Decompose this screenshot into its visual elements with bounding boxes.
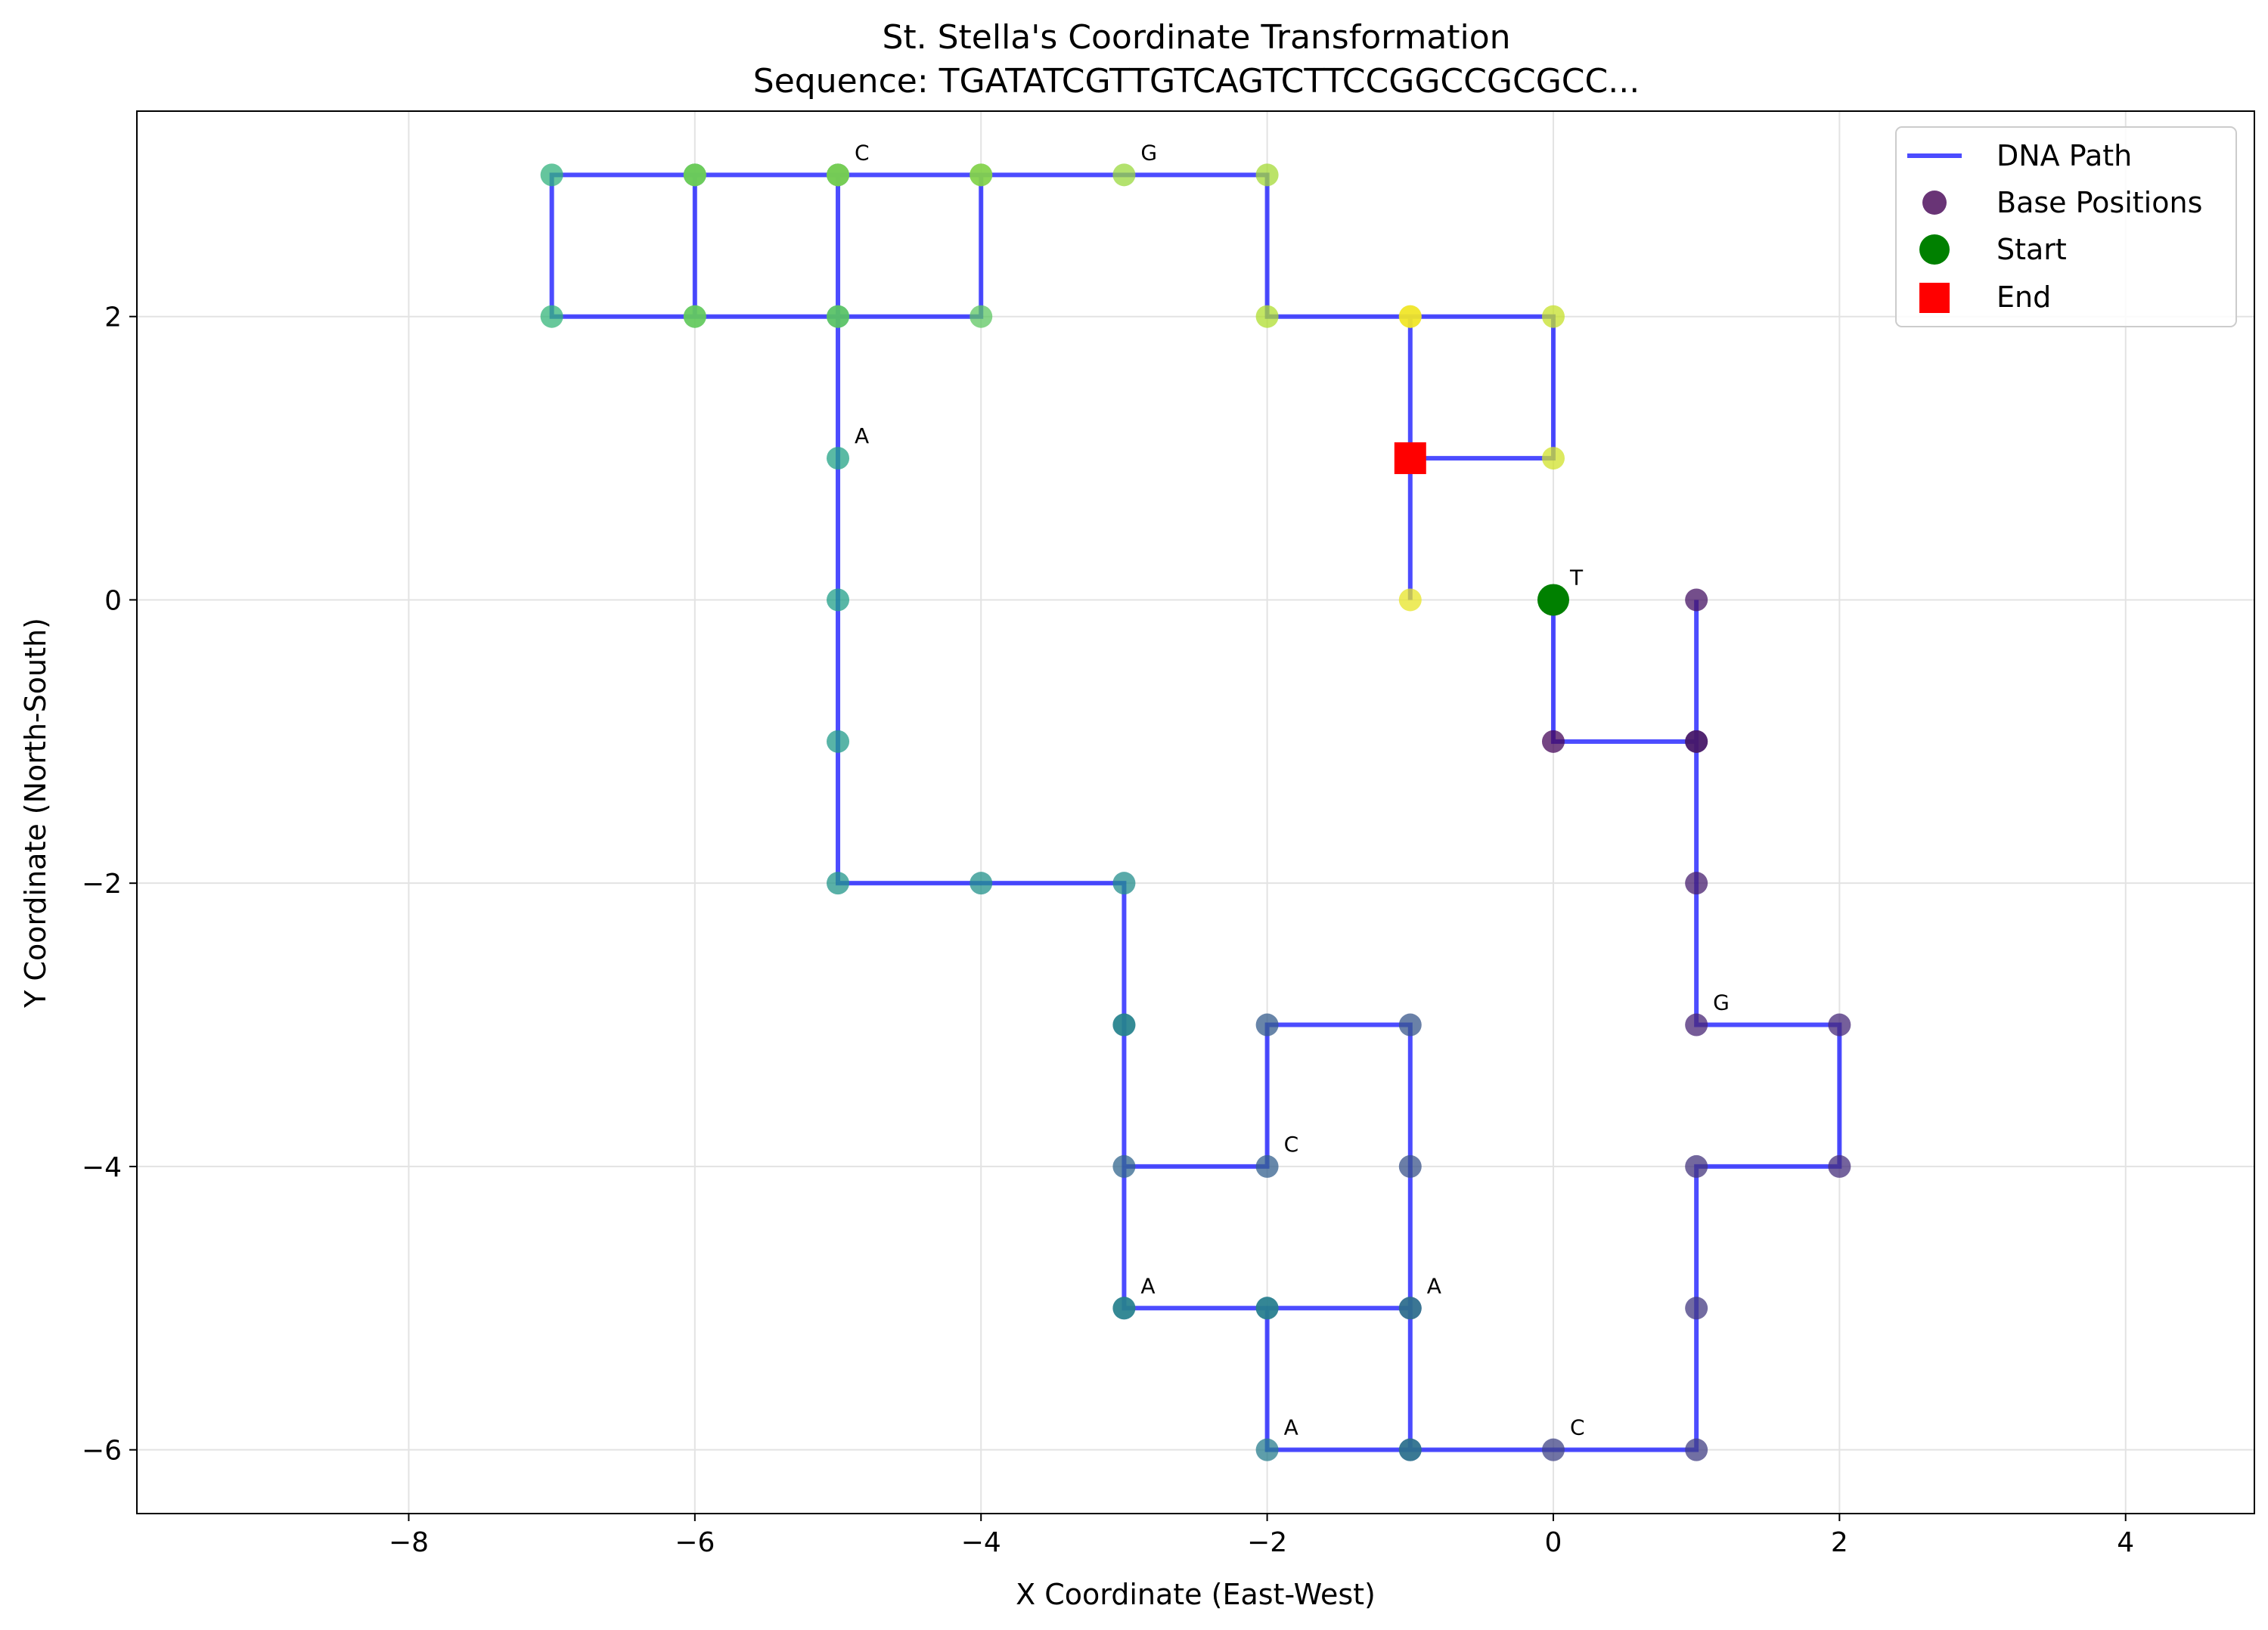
base-annotation-label: C [1284,1132,1299,1157]
base-position-point [1541,447,1565,470]
base-position-point [1398,588,1422,612]
legend-base-marker [1922,191,1947,215]
y-tick-label: −6 [82,1436,122,1467]
base-position-point [1112,1154,1136,1178]
y-axis-ticks: −6 −4 −2 0 2 [82,302,137,1467]
x-tick-label: 2 [1831,1527,1848,1558]
dna-path [549,172,1842,1452]
chart-title: St. Stella's Coordinate Transformation [882,18,1510,57]
base-annotation-label: A [855,423,869,448]
base-position-point [1685,730,1708,753]
base-position-point [1398,1438,1422,1461]
base-position-point [1685,588,1708,612]
base-position-point [827,163,850,187]
x-tick-label: 0 [1545,1527,1562,1558]
base-annotation-label: C [1570,1415,1585,1440]
legend-label-end: End [1997,280,2051,314]
legend-label-start: Start [1997,233,2067,266]
base-position-point [1685,1297,1708,1320]
base-position-point [1398,1013,1422,1037]
base-position-point [1112,1297,1136,1320]
base-position-point [1398,1297,1422,1320]
base-position-point [1541,730,1565,753]
chart-subtitle: Sequence: TGATATCGTTGTCAGTCTTCCGGCCGCGCC… [753,62,1640,101]
x-axis-label: X Coordinate (East-West) [1016,1578,1376,1611]
x-tick-label: −8 [389,1527,429,1558]
base-annotation-label: T [1569,565,1584,590]
base-position-point [1685,1154,1708,1178]
base-position-point [1112,1013,1136,1037]
x-tick-label: 4 [2117,1527,2134,1558]
base-position-point [683,163,706,187]
legend-end-marker [1919,283,1950,313]
legend-label-path: DNA Path [1997,139,2132,172]
base-position-point [1255,163,1279,187]
base-position-point [827,872,850,895]
base-position-point [1112,163,1136,187]
base-position-point [540,305,563,328]
y-tick-label: 2 [104,302,122,333]
base-position-point [1828,1013,1851,1037]
base-position-point [1112,872,1136,895]
y-axis-label: Y Coordinate (North-South) [19,618,52,1009]
base-position-point [540,163,563,187]
base-annotation-label: C [855,140,870,165]
base-position-point [1255,305,1279,328]
base-position-point [683,305,706,328]
start-end-markers [1394,442,1569,616]
base-position-point [1255,1013,1279,1037]
legend-start-marker [1919,234,1950,265]
x-axis-ticks: −8 −6 −4 −2 0 2 4 [389,1514,2134,1558]
base-position-point [1255,1438,1279,1461]
end-marker [1394,442,1426,475]
base-position-point [1685,1013,1708,1037]
base-annotation-label: A [1140,1273,1155,1298]
base-annotations: T G C A C A A A C G [855,140,1730,1439]
y-tick-label: −2 [82,869,122,900]
base-position-point [827,305,850,328]
y-tick-label: −4 [82,1152,122,1183]
base-position-point [970,305,993,328]
base-annotation-label: G [1713,990,1730,1015]
legend: DNA Path Base Positions Start End [1895,126,2237,327]
base-position-point [827,447,850,470]
base-position-point [1541,305,1565,328]
base-position-point [827,588,850,612]
x-tick-label: −4 [961,1527,1001,1558]
base-annotation-label: A [1284,1415,1298,1440]
base-position-point [1398,1154,1422,1178]
y-tick-label: 0 [104,585,122,616]
base-positions [540,163,1851,1461]
legend-label-bases: Base Positions [1997,186,2202,219]
start-marker [1537,584,1569,616]
base-position-point [1255,1297,1279,1320]
base-position-point [1255,1154,1279,1178]
base-position-point [970,163,993,187]
base-position-point [1828,1154,1851,1178]
legend-box [1895,126,2237,327]
base-position-point [827,730,850,753]
base-position-point [1398,305,1422,328]
dna-path-line [549,172,1842,1452]
base-position-point [970,872,993,895]
base-annotation-label: A [1427,1273,1441,1298]
base-position-point [1685,1438,1708,1461]
base-annotation-label: G [1140,140,1157,165]
plot-frame [136,110,2255,1514]
x-tick-label: −6 [675,1527,715,1558]
base-position-point [1685,872,1708,895]
grid-lines [137,111,2254,1514]
base-position-point [1541,1438,1565,1461]
x-tick-label: −2 [1247,1527,1287,1558]
